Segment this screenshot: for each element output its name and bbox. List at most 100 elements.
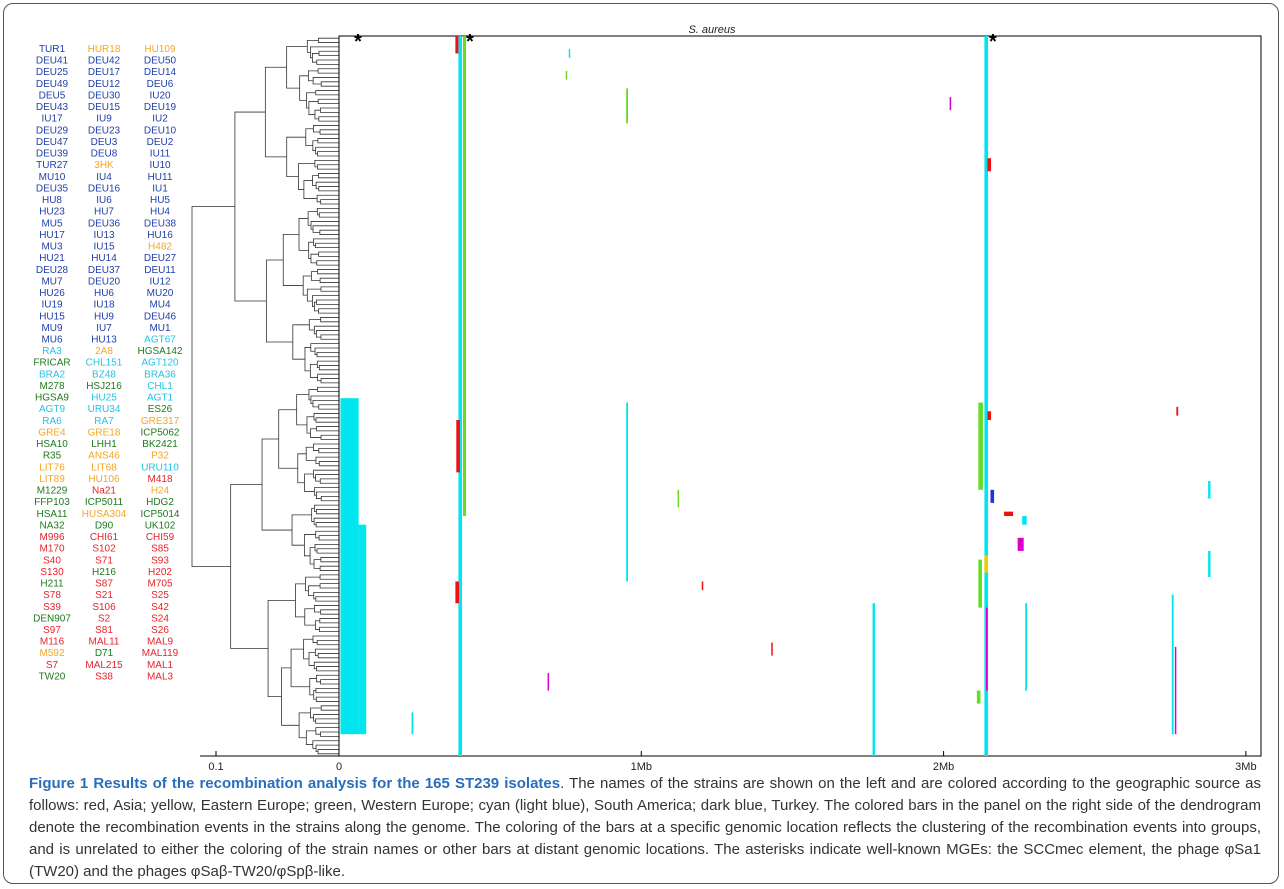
dendrogram-branch <box>319 478 339 484</box>
strain-label: DEU38 <box>144 218 177 229</box>
strain-label: TUR1 <box>39 44 66 55</box>
dendrogram-branch <box>316 207 339 216</box>
strain-label: AGT1 <box>147 393 174 404</box>
strain-label: H202 <box>148 567 172 578</box>
dendrogram-branch <box>303 638 313 660</box>
dendrogram-branch <box>316 351 339 358</box>
dendrogram-branch <box>305 128 314 147</box>
dendrogram-branch <box>317 269 339 275</box>
strain-label: MU1 <box>149 323 171 334</box>
dendrogram-branch <box>316 509 339 515</box>
dendrogram-branch <box>320 378 339 384</box>
strain-label: S21 <box>95 590 113 601</box>
dendrogram-branch <box>316 674 339 683</box>
recombination-bar <box>985 607 988 691</box>
figure-canvas: TUR1DEU41DEU25DEU49DEU5DEU43IU17DEU29DEU… <box>33 24 1262 770</box>
strain-label: DEU23 <box>88 125 121 136</box>
strain-label: MAL11 <box>89 637 120 648</box>
dendrogram-branch <box>311 507 315 522</box>
dendrogram-branch <box>298 163 315 190</box>
dendrogram-branch <box>317 653 339 659</box>
strain-label: TUR27 <box>36 160 68 171</box>
mge-asterisks: * * * <box>354 31 997 53</box>
dendrogram-branch <box>312 740 339 749</box>
strain-label: HU13 <box>91 335 117 346</box>
recombination-bar <box>458 36 463 756</box>
strain-label: LHH1 <box>91 439 117 450</box>
x-tick-label: 1Mb <box>631 761 652 770</box>
recombination-bar <box>340 398 359 735</box>
strain-label: MAL9 <box>147 637 174 648</box>
dendrogram-branch <box>313 469 339 479</box>
dendrogram-branch <box>316 639 339 646</box>
dendrogram-branch <box>316 260 339 266</box>
recombination-bar <box>987 411 992 420</box>
dendrogram-branch <box>308 389 318 401</box>
strain-label: GRE4 <box>38 427 66 438</box>
strain-label: M996 <box>39 532 64 543</box>
strain-label: DEU12 <box>88 79 121 90</box>
strain-label: IU9 <box>96 114 112 125</box>
dendrogram-branch <box>315 181 339 190</box>
dendrogram-branch <box>318 173 339 179</box>
dendrogram-branch <box>318 535 339 541</box>
dendrogram-branch <box>313 661 339 670</box>
dendrogram-branch <box>278 409 298 469</box>
strain-label: S40 <box>43 555 61 566</box>
dendrogram-branch <box>314 347 339 355</box>
recombination-bar <box>978 559 982 608</box>
strain-label: HSA11 <box>37 509 68 520</box>
dendrogram-branch <box>318 447 339 454</box>
dendrogram-branch <box>315 456 339 465</box>
dendrogram-branch <box>304 347 311 372</box>
strain-label: S7 <box>46 660 59 671</box>
strain-label: MU3 <box>41 242 63 253</box>
strain-label: HU6 <box>94 288 114 299</box>
strain-label: DEU11 <box>144 265 176 276</box>
recombination-bar <box>984 36 989 756</box>
strain-label: DEU39 <box>36 149 69 160</box>
recombination-bar <box>455 36 459 54</box>
dendrogram-branch <box>314 504 339 513</box>
strain-label: IU15 <box>93 242 115 253</box>
strain-label: LIT76 <box>39 462 65 473</box>
recombination-bar <box>462 36 466 516</box>
strain-label: S102 <box>92 544 116 555</box>
strain-label: HGSA142 <box>137 346 182 357</box>
strain-label: IU11 <box>150 149 171 160</box>
strain-label: HUR18 <box>88 44 121 55</box>
strain-label: IU1 <box>152 183 168 194</box>
dendrogram-branch <box>320 199 339 205</box>
dendrogram-branch <box>310 428 322 438</box>
strain-label: HU21 <box>39 253 65 264</box>
dendrogram-branch <box>314 301 319 312</box>
strain-label: BRA36 <box>144 369 176 380</box>
dendrogram-branch <box>313 714 339 722</box>
dendrogram-branch <box>309 678 317 696</box>
strain-label: IU13 <box>93 230 115 241</box>
mge-asterisk: * <box>989 31 997 53</box>
strain-label: NA32 <box>39 520 64 531</box>
dendrogram-branch <box>282 234 304 286</box>
strain-label: FRICAR <box>33 358 70 369</box>
strain-label: CHI59 <box>146 532 175 543</box>
dendrogram-branch <box>292 324 310 360</box>
strain-label: DEU29 <box>36 125 69 136</box>
dendrogram-branch <box>316 299 339 305</box>
dendrogram-branch <box>315 474 339 482</box>
dendrogram-branch <box>312 175 319 186</box>
strain-label: ICP5014 <box>141 509 180 520</box>
dendrogram-branch <box>316 59 339 65</box>
strain-label: DEU47 <box>36 137 69 148</box>
dendrogram-branch <box>314 109 321 120</box>
strain-label: MU10 <box>39 172 66 183</box>
strain-label: R35 <box>43 451 62 462</box>
dendrogram-branch <box>304 608 316 626</box>
dendrogram-branch <box>318 186 339 192</box>
strain-label: S106 <box>92 602 116 613</box>
dendrogram-branch <box>313 413 339 421</box>
strain-label: HU16 <box>147 230 173 241</box>
strain-label: ES26 <box>148 404 173 415</box>
mge-asterisk: * <box>354 31 362 53</box>
dendrogram-branch <box>308 585 321 597</box>
